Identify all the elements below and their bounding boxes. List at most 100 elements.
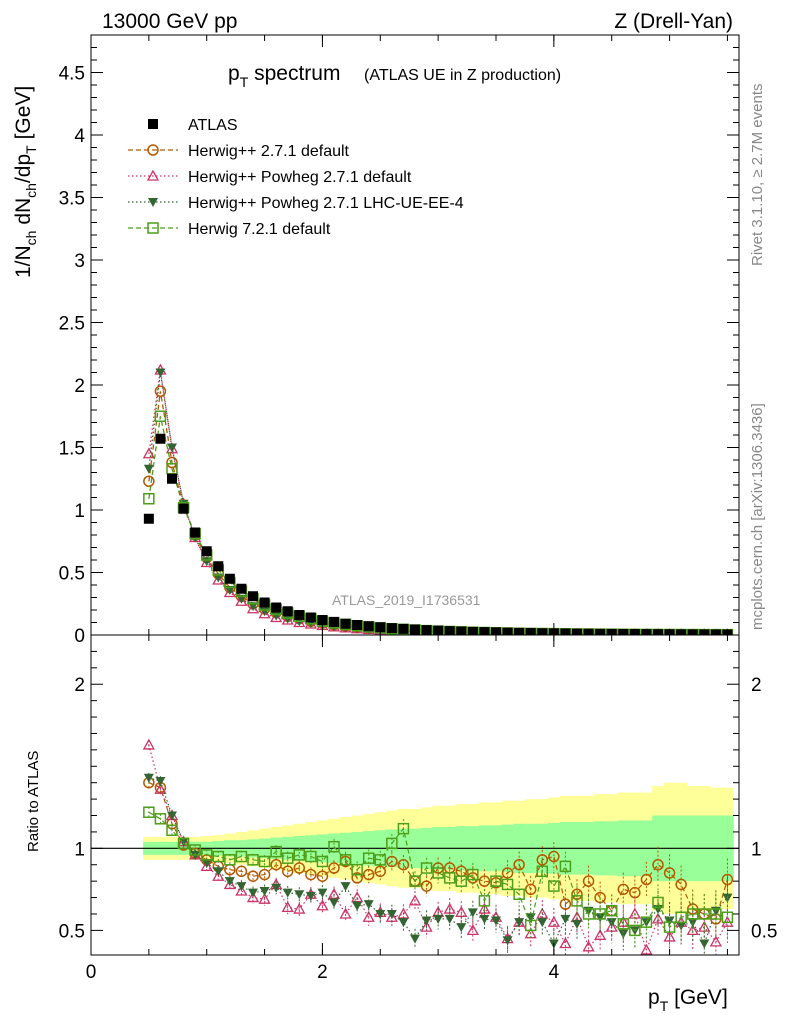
data-point	[467, 626, 478, 635]
ratio-point	[572, 919, 582, 929]
y-tick-label: 2	[74, 376, 85, 397]
ratio-point	[466, 924, 479, 936]
legend-label: ATLAS	[188, 117, 238, 134]
legend-entry-herwig-2-7-1-default: Herwig++ 2.7.1 default	[128, 143, 350, 160]
ratio-point	[617, 883, 630, 896]
ratio-point	[328, 862, 340, 874]
ratio-point	[652, 896, 664, 909]
ratio-point	[478, 902, 491, 914]
y-tick-label: 3	[74, 251, 85, 272]
ratio-point	[235, 865, 248, 878]
ratio-point	[617, 918, 630, 930]
main-panel: 0 0.5 1 1.5 2 2.5 3 3.5 4 4.5 pT spectrum (ATLAS …	[12, 34, 740, 647]
ratio-point	[432, 867, 444, 879]
ratio-point	[339, 854, 352, 866]
plot-title: pT spectrum	[228, 62, 340, 90]
ratio-point	[582, 875, 595, 887]
ratio-point	[293, 862, 306, 874]
ratio-point	[281, 852, 294, 864]
y-tick-label: 1	[74, 501, 85, 522]
ratio-point	[536, 854, 549, 866]
ratio-point	[699, 939, 710, 949]
ratio-point	[167, 811, 177, 821]
ratio-point	[293, 902, 306, 914]
data-point	[618, 629, 629, 635]
ratio-point	[189, 844, 201, 856]
ratio-point	[200, 849, 213, 861]
ratio-point	[721, 873, 734, 886]
ratio-point	[282, 888, 293, 898]
data-point	[317, 615, 328, 625]
ratio-point	[155, 777, 166, 787]
ratio-point	[409, 875, 421, 887]
ratio-point	[675, 911, 687, 924]
series-atlas	[143, 433, 733, 635]
ratio-point	[397, 822, 410, 835]
ratio-point	[281, 901, 294, 913]
ratio-point	[397, 858, 410, 871]
ratio-point	[629, 924, 641, 937]
legend-label: Herwig 7.2.1 default	[188, 221, 331, 238]
ratio-y-tick-label-right: 1	[751, 839, 762, 860]
y-tick-label: 0	[74, 626, 85, 647]
data-point	[154, 385, 167, 397]
ratio-point	[698, 908, 711, 920]
ratio-point	[294, 890, 305, 900]
ratio-point	[443, 872, 456, 884]
ratio-point	[248, 888, 258, 898]
legend-entry-herwig-powheg-2-7-1-lhc-ue-ee-4: Herwig++ Powheg 2.7.1 LHC-UE-EE-4	[128, 195, 464, 212]
ratio-point	[582, 940, 595, 952]
data-point	[502, 627, 513, 635]
ratio-point	[246, 891, 260, 903]
ratio-point	[305, 868, 317, 881]
ratio-point	[177, 837, 190, 850]
ratio-point	[663, 921, 676, 933]
data-point	[178, 503, 189, 514]
ratio-point	[548, 880, 560, 892]
legend-marker	[148, 119, 158, 129]
ratio-point	[420, 920, 433, 932]
ratio-point	[582, 908, 595, 920]
ratio-point	[375, 909, 386, 919]
legend: ATLAS Herwig++ 2.7.1 default Herwig++ Powh…	[128, 117, 464, 238]
data-point	[271, 602, 282, 613]
ratio-series-herwig-7-2-1-default	[143, 806, 734, 948]
data-point	[258, 607, 271, 619]
ratio-point	[594, 928, 607, 940]
ratio-point	[305, 891, 316, 901]
data-point	[270, 611, 283, 623]
data-point	[410, 624, 420, 635]
ratio-point	[408, 894, 422, 906]
main-y-axis-label: 1/Nch dNch/dpT [GeV]	[12, 86, 39, 278]
data-point	[386, 623, 397, 634]
data-point	[641, 629, 652, 635]
ratio-point	[594, 908, 606, 920]
ratio-point	[258, 892, 271, 904]
data-point	[200, 556, 213, 568]
ratio-point	[652, 858, 664, 871]
data-point	[235, 594, 248, 606]
data-point	[165, 442, 179, 454]
data-point	[340, 618, 351, 629]
ratio-y-tick-label: 1	[74, 839, 85, 860]
ratio-point	[166, 824, 178, 837]
ratio-point	[420, 880, 433, 892]
ratio-point	[559, 860, 572, 873]
ratio-point	[640, 916, 653, 928]
ratio-point	[223, 878, 236, 890]
ratio-point	[351, 863, 363, 876]
ratio-point	[524, 883, 537, 896]
data-point	[583, 628, 594, 635]
data-point	[676, 629, 687, 635]
y-tick-label: 2.5	[59, 314, 85, 335]
ratio-y-tick-label-right: 0.5	[751, 921, 777, 942]
legend-entry-atlas: ATLAS	[148, 117, 238, 134]
ratio-y-tick-label-right: 2	[751, 675, 762, 696]
ratio-point	[675, 878, 687, 891]
data-point	[375, 622, 386, 633]
legend-marker	[148, 198, 158, 207]
ratio-point	[686, 908, 699, 920]
ratio-point	[213, 867, 224, 877]
ratio-y-tick-label: 0.5	[59, 921, 85, 942]
